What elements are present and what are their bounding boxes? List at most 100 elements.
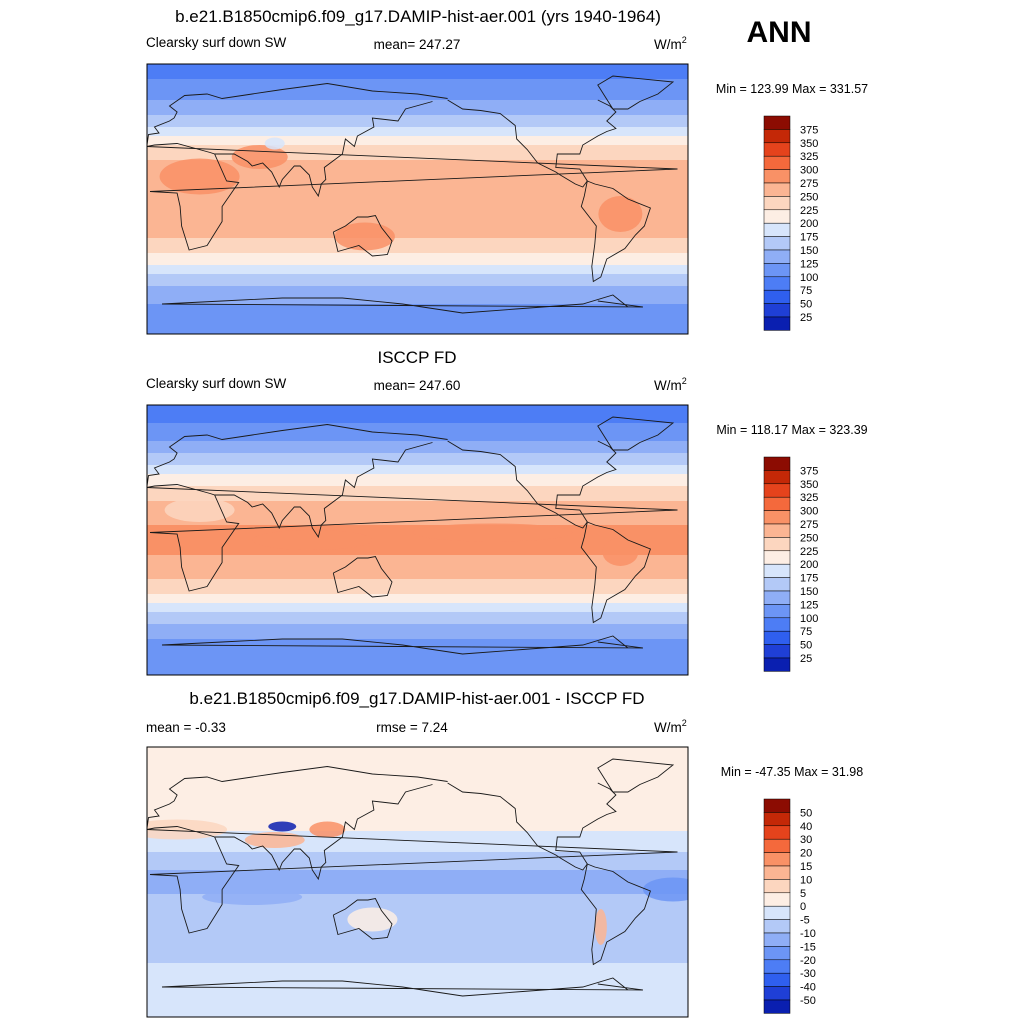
field-band	[147, 151, 688, 155]
field-band	[147, 846, 688, 850]
colorbar-box	[763, 456, 791, 471]
colorbar-box	[763, 577, 791, 592]
field-band	[147, 220, 688, 224]
asia-coast	[214, 784, 433, 881]
colorbar-tick-label: 25	[800, 653, 812, 665]
field-band	[147, 438, 688, 442]
field-band	[147, 274, 688, 278]
colorbar-tick-label: 200	[800, 218, 818, 230]
field-band	[147, 948, 688, 952]
field-band	[147, 495, 688, 499]
variable-label: Clearsky surf down SW	[146, 35, 287, 50]
field-band	[147, 450, 688, 454]
colorbar-box	[763, 946, 791, 961]
field-band	[147, 265, 688, 269]
tibet-low	[264, 137, 285, 150]
colorbar-box	[763, 838, 791, 853]
field-band	[147, 121, 688, 125]
colorbar-tick-label: 20	[800, 848, 812, 860]
field-band	[147, 163, 688, 167]
australia-coast	[332, 555, 393, 598]
colorbar-tick-label: 250	[800, 532, 818, 544]
africa-coast	[147, 484, 678, 592]
field-band	[147, 423, 688, 427]
field-band	[147, 247, 688, 251]
field-band	[147, 654, 688, 658]
field-band	[147, 543, 688, 547]
field-band	[147, 636, 688, 640]
colorbar-box	[763, 590, 791, 605]
colorbar-tick-label: 75	[800, 626, 812, 638]
field-band	[147, 453, 688, 457]
units-sup: 2	[682, 718, 687, 728]
min-max-label: Min = 118.17 Max = 323.39	[716, 423, 867, 437]
colorbar-box	[763, 563, 791, 578]
colorbar-tick-label: 250	[800, 191, 818, 203]
field-band	[147, 112, 688, 116]
tibet-neg	[268, 821, 297, 832]
field-band	[147, 549, 688, 553]
field-band	[147, 232, 688, 236]
field-band	[147, 154, 688, 158]
colorbar-box	[763, 812, 791, 827]
colorbar-tick-label: 50	[800, 807, 812, 819]
field-band	[147, 960, 688, 964]
field-band	[147, 789, 688, 793]
colorbar-tick-label: 350	[800, 138, 818, 150]
colorbar-tick-label: 25	[800, 312, 812, 324]
field-band	[147, 268, 688, 272]
south-america-coast	[580, 863, 651, 966]
field-band	[147, 900, 688, 904]
field-band	[147, 573, 688, 577]
mean-label: mean= 247.60	[374, 378, 461, 393]
field-band	[147, 954, 688, 958]
variable-label: Clearsky surf down SW	[146, 376, 287, 391]
field-band	[147, 576, 688, 580]
south-america-coast	[580, 180, 651, 283]
min-max-label: Min = -47.35 Max = 31.98	[721, 765, 863, 779]
field-band	[147, 202, 688, 206]
field-band	[147, 912, 688, 916]
field-band	[147, 187, 688, 191]
field-band	[147, 94, 688, 98]
field-band	[147, 319, 688, 323]
season-label: ANN	[747, 16, 812, 49]
units-label: W/m2	[654, 35, 687, 52]
field-band	[147, 825, 688, 829]
colorbar-box	[763, 905, 791, 920]
field-band	[147, 546, 688, 550]
field-band	[147, 996, 688, 1000]
colorbar-box	[763, 537, 791, 552]
field-band	[147, 534, 688, 538]
field-band	[147, 127, 688, 131]
field-band	[147, 325, 688, 329]
mean-label: mean = -0.33	[146, 720, 226, 735]
field-band	[147, 244, 688, 248]
colorbar-tick-label: 350	[800, 479, 818, 491]
eurasia-north-coast	[147, 83, 448, 146]
colorbar-box	[763, 142, 791, 157]
field-band	[147, 241, 688, 245]
field-band	[147, 67, 688, 71]
field-band	[147, 768, 688, 772]
colorbar-box	[763, 550, 791, 565]
colorbar-box	[763, 483, 791, 498]
field-band	[147, 483, 688, 487]
field-band	[147, 957, 688, 961]
colorbar-tick-label: 275	[800, 519, 818, 531]
field-band	[147, 498, 688, 502]
field-band	[147, 429, 688, 433]
field-band	[147, 414, 688, 418]
map-field	[147, 64, 688, 334]
field-band	[147, 627, 688, 631]
field-band	[147, 822, 688, 826]
field-band	[147, 840, 688, 844]
field-band	[147, 753, 688, 757]
field-band	[147, 444, 688, 448]
field-band	[147, 648, 688, 652]
field-band	[147, 642, 688, 646]
field-band	[147, 972, 688, 976]
colorbar-tick-label: 0	[800, 901, 806, 913]
field-band	[147, 633, 688, 637]
field-band	[147, 310, 688, 314]
